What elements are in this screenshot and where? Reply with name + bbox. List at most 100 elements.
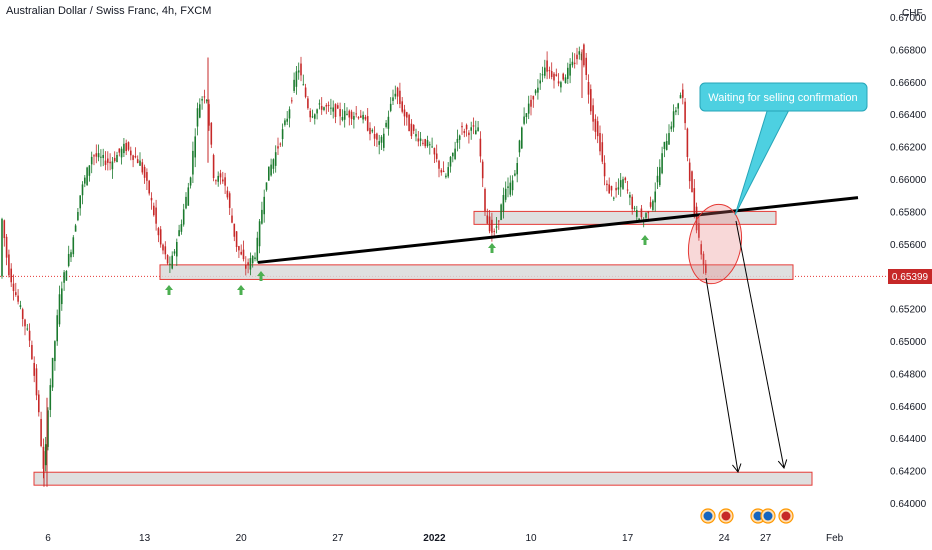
candle-body	[224, 177, 226, 186]
candle-body	[516, 163, 518, 175]
x-tick-label: 17	[622, 533, 634, 544]
candle-body	[537, 87, 539, 93]
support-arrow-icon	[488, 243, 496, 253]
candle-body	[208, 104, 210, 126]
candle-body	[458, 135, 461, 140]
candle-body	[587, 81, 590, 95]
candle-body	[670, 126, 673, 130]
candle-body	[507, 186, 509, 188]
candle-body	[610, 186, 613, 191]
candle-body	[638, 218, 640, 221]
candle-body	[210, 122, 213, 145]
candle-body	[116, 154, 118, 163]
candle-body	[56, 315, 58, 342]
candle-body	[366, 116, 369, 131]
candle-body	[698, 223, 700, 238]
callout-tail	[734, 107, 791, 216]
candle-body	[389, 103, 392, 111]
candle-body	[274, 152, 277, 166]
candle-body	[123, 143, 125, 154]
candle-body	[527, 103, 530, 114]
candle-body	[357, 117, 360, 119]
candle-body	[435, 153, 438, 159]
x-tick-label: 20	[236, 533, 248, 544]
candle-body	[619, 180, 622, 188]
candle-body	[265, 182, 268, 190]
candle-body	[249, 258, 252, 270]
currency-label[interactable]: CHF	[902, 8, 923, 19]
candle-body	[284, 120, 286, 125]
candle-body	[569, 63, 571, 76]
callout[interactable]: Waiting for selling confirmation	[699, 82, 868, 216]
candle-body	[31, 345, 33, 360]
candle-body	[412, 124, 415, 131]
candle-body	[571, 61, 574, 66]
candle-body	[254, 257, 256, 259]
candle-body	[180, 224, 183, 232]
candle-body	[410, 123, 413, 137]
candle-body	[583, 44, 585, 66]
candle-body	[422, 142, 424, 144]
candle-body	[378, 141, 380, 145]
candle-body	[40, 418, 42, 447]
candle-body	[606, 183, 608, 186]
candle-body	[454, 148, 456, 160]
candle-body	[596, 121, 599, 137]
candle-body	[90, 156, 93, 165]
candle-body	[120, 148, 123, 158]
candle-body	[663, 141, 666, 149]
candle-body	[8, 254, 10, 276]
trendline	[257, 196, 859, 264]
y-tick-label: 0.65000	[890, 337, 927, 348]
candle-body	[353, 116, 355, 120]
candle-body	[385, 122, 387, 127]
candle-body	[286, 118, 288, 122]
candle-body	[104, 160, 107, 165]
candle-body	[63, 272, 65, 283]
candle-body	[449, 156, 452, 167]
x-tick-label: 10	[525, 533, 537, 544]
candle-body	[608, 184, 610, 194]
candle-body	[477, 127, 479, 131]
candle-body	[113, 157, 116, 162]
candle-body	[479, 138, 482, 157]
candle-body	[21, 309, 24, 319]
candle-body	[132, 155, 134, 160]
candle-body	[17, 295, 19, 302]
candle-body	[401, 101, 403, 112]
candle-body	[452, 152, 454, 157]
event-flag-icon	[721, 511, 731, 521]
candle-body	[668, 133, 670, 145]
projection-arrow	[705, 277, 739, 473]
candle-body	[493, 230, 495, 232]
candle-body	[475, 130, 477, 135]
candle-body	[314, 114, 316, 119]
candle-body	[656, 175, 659, 183]
candle-body	[93, 155, 95, 157]
candle-body	[238, 246, 240, 251]
candle-body	[323, 107, 325, 110]
candle-body	[684, 101, 686, 124]
candle-body	[258, 221, 261, 247]
candle-body	[654, 191, 656, 203]
candle-body	[652, 200, 654, 210]
candle-body	[456, 138, 459, 143]
candle-body	[640, 208, 643, 218]
candle-body	[38, 394, 40, 413]
candle-body	[691, 171, 693, 193]
x-tick-label: 6	[45, 533, 51, 544]
candle-body	[166, 255, 169, 264]
candle-body	[337, 105, 339, 109]
candle-body	[521, 127, 523, 149]
candle-body	[403, 109, 406, 117]
y-tick-label: 0.66000	[890, 175, 927, 186]
candle-body	[700, 244, 702, 255]
candle-body	[438, 160, 440, 169]
breakdown-ellipse	[687, 203, 743, 285]
candle-body	[615, 187, 617, 191]
x-tick-label: 13	[139, 533, 151, 544]
x-tick-label: Feb	[826, 533, 844, 544]
candle-body	[645, 213, 647, 218]
candle-body	[109, 161, 111, 164]
y-tick-label: 0.65200	[890, 305, 927, 316]
